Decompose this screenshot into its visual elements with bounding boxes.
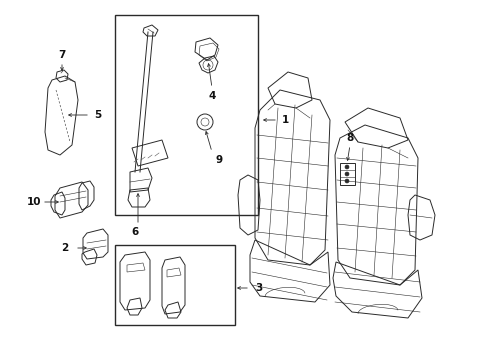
Text: 6: 6 [131,227,138,237]
Text: 2: 2 [61,243,68,253]
Bar [115,245,235,325]
Text: 1: 1 [282,115,289,125]
Text: 5: 5 [94,110,101,120]
Text: 3: 3 [254,283,262,293]
Circle shape [345,172,348,176]
Text: 4: 4 [208,91,215,101]
Text: 7: 7 [58,50,65,60]
Text: 9: 9 [215,155,222,165]
Circle shape [345,165,348,169]
Text: 8: 8 [346,133,353,143]
Text: 10: 10 [27,197,41,207]
Circle shape [345,179,348,183]
Bar [115,15,258,215]
